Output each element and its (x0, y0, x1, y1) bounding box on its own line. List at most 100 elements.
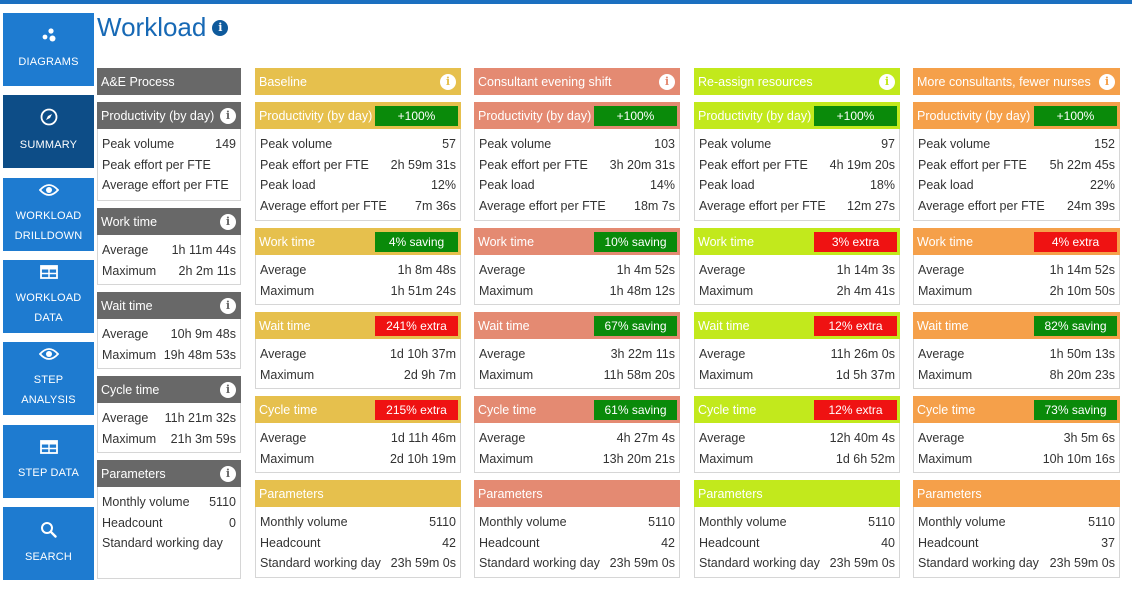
section-label: Parameters (101, 466, 166, 481)
process-params-body: Monthly volume 5110 Headcount 0 Standard wor… (97, 487, 241, 579)
metric-row: Maximum 19h 48m 53s (102, 345, 236, 365)
scenario-cycle-header: Cycle time 73% saving (913, 396, 1120, 423)
process-title-header: A&E Process (97, 68, 241, 95)
metric-row: Monthly volume 5110 (699, 512, 895, 532)
metric-label: Average effort per FTE (260, 198, 387, 213)
metric-label: Average (918, 347, 965, 361)
metric-label: Monthly volume (260, 515, 348, 529)
metric-label: Average (479, 263, 526, 277)
table-icon (39, 265, 58, 286)
metric-value: 1h 51m 24s (390, 283, 456, 298)
metric-label: Peak load (699, 178, 755, 192)
metric-label: Peak load (479, 178, 535, 192)
info-icon[interactable]: i (212, 19, 229, 36)
metric-value: 103 (654, 137, 675, 151)
section-label: Parameters (259, 486, 324, 501)
metric-value: 11h 26m 0s (830, 347, 895, 361)
scenario-params-body: Monthly volume 5110 Headcount 37 Standard wo… (913, 507, 1120, 578)
sidebar-item-workload-drilldown[interactable]: WORKLOAD DRILLDOWN (3, 178, 94, 251)
info-icon[interactable]: i (220, 465, 236, 482)
metric-label: Average (102, 411, 149, 425)
process-wait-header: Wait time i (97, 292, 241, 319)
metric-value: 1h 4m 52s (616, 263, 675, 277)
metric-row: Maximum 1d 6h 52m (699, 449, 895, 469)
sidebar-item-diagrams[interactable]: DIAGRAMS (3, 13, 94, 86)
scenario-params-body: Monthly volume 5110 Headcount 42 Standard wo… (474, 507, 680, 578)
scenario-work-header: Work time 10% saving (474, 228, 680, 255)
extra-badge: 215% extra (375, 399, 458, 420)
metric-value: 149 (215, 137, 236, 151)
info-icon[interactable]: i (879, 73, 895, 90)
info-icon[interactable]: i (1099, 73, 1115, 90)
sidebar-item-step-analysis[interactable]: STEP ANALYSIS (3, 342, 94, 415)
scenario-cycle-body: Average 4h 27m 4s Maximum 13h 20m 21s (474, 423, 680, 473)
info-icon[interactable]: i (220, 107, 236, 124)
sidebar-item-workload-data[interactable]: WORKLOAD DATA (3, 260, 94, 333)
scenario-cycle-header: Cycle time 12% extra (694, 396, 900, 423)
scenario-work-body: Average 1h 4m 52s Maximum 1h 48m 12s (474, 255, 680, 305)
metric-row: Average 1h 11m 44s (102, 240, 236, 260)
sidebar-item-summary[interactable]: SUMMARY (3, 95, 94, 168)
metric-row: Standard working day 23h 59m 0s (699, 553, 895, 573)
metric-row: Average 10h 9m 48s (102, 324, 236, 344)
metric-label: Average (479, 347, 526, 361)
sidebar-item-step-data[interactable]: STEP DATA (3, 425, 94, 498)
info-icon[interactable]: i (220, 381, 236, 398)
process-params-header: Parameters i (97, 460, 241, 487)
info-icon[interactable]: i (659, 73, 675, 90)
metric-value: 5110 (1088, 515, 1115, 529)
metric-value: 1h 11m 44s (171, 243, 236, 257)
scenario-title-header: More consultants, fewer nurses i (913, 68, 1120, 95)
sidebar-item-search[interactable]: SEARCH (3, 507, 94, 580)
scenario-work-header: Work time 3% extra (694, 228, 900, 255)
metric-row: Average 11h 21m 32s (102, 408, 236, 428)
saving-badge: +100% (375, 105, 458, 126)
metric-value: 19h 48m 53s (163, 347, 236, 362)
scenario-wait-header: Wait time 82% saving (913, 312, 1120, 339)
metric-label: Monthly volume (918, 515, 1006, 529)
sidebar-item-label: SUMMARY (19, 139, 78, 151)
scenario-productivity-body: Peak volume 57 Peak effort per FTE 2h 59m 3… (255, 129, 461, 221)
metric-label: Peak effort per FTE (260, 157, 369, 172)
info-icon[interactable]: i (220, 213, 236, 230)
metric-label: Headcount (260, 535, 321, 550)
metric-value: 97 (881, 137, 895, 151)
extra-badge: 3% extra (814, 231, 897, 252)
metric-row: Maximum 13h 20m 21s (479, 449, 675, 469)
metric-label: Average effort per FTE (918, 198, 1045, 213)
metric-label: Maximum (918, 451, 973, 466)
saving-badge: 73% saving (1034, 399, 1117, 420)
metric-value: 13h 20m 21s (602, 451, 675, 466)
info-icon[interactable]: i (440, 73, 456, 90)
scenario-wait-body: Average 1d 10h 37m Maximum 2d 9h 7m (255, 339, 461, 389)
metric-label: Maximum (918, 283, 973, 298)
metric-row: Average 3h 5m 6s (918, 428, 1115, 448)
metric-value: 21h 3m 59s (170, 431, 236, 446)
metric-row: Maximum 2d 10h 19m (260, 449, 456, 469)
metric-row: Peak volume 97 (699, 134, 895, 154)
sidebar-item-label: DIAGRAMS (18, 56, 79, 68)
metric-value: 10h 10m 16s (1042, 451, 1115, 466)
process-work-header: Work time i (97, 208, 241, 235)
metric-row: Average effort per FTE (102, 175, 236, 195)
scenario-title: Re-assign resources (698, 74, 813, 89)
metric-label: Peak load (260, 178, 316, 192)
metric-value: 4h 19m 20s (829, 157, 895, 172)
metric-value: 3h 20m 31s (609, 157, 675, 172)
metric-row: Headcount 37 (918, 533, 1115, 553)
saving-badge: 82% saving (1034, 315, 1117, 336)
scenario-params-body: Monthly volume 5110 Headcount 40 Standard wo… (694, 507, 900, 578)
metric-value: 7m 36s (415, 198, 456, 213)
process-cycle-body: Average 11h 21m 32s Maximum 21h 3m 59s (97, 403, 241, 453)
metric-value: 18m 7s (634, 198, 675, 213)
metric-value: 24m 39s (1067, 198, 1115, 213)
page-title-text: Workload (97, 12, 207, 42)
metric-label: Average (260, 347, 307, 361)
section-label: Work time (478, 234, 535, 249)
metric-row: Average 1h 50m 13s (918, 344, 1115, 364)
sidebar-item-label: STEP DATA (17, 467, 80, 479)
metric-value: 1h 14m 3s (836, 263, 895, 277)
metric-label: Average (102, 327, 149, 341)
info-icon[interactable]: i (220, 297, 236, 314)
metric-label: Peak volume (102, 137, 175, 151)
